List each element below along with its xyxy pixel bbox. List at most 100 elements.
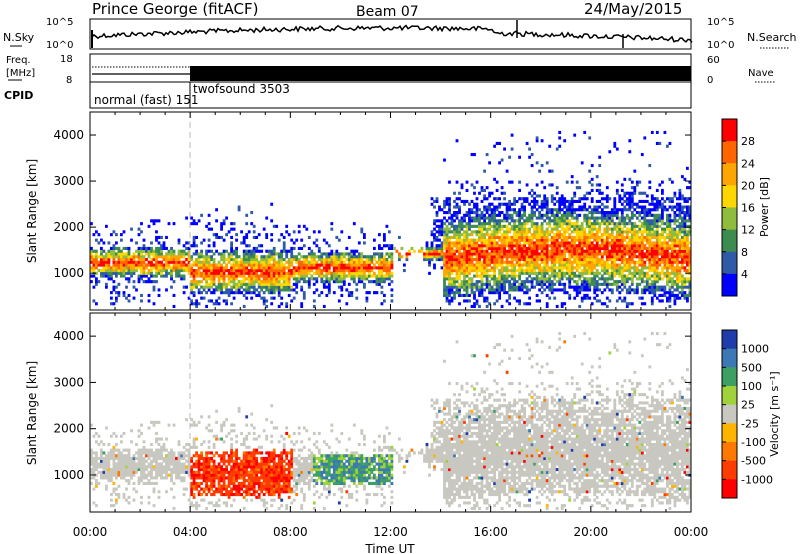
- power-cell: [490, 269, 494, 273]
- power-cell: [638, 191, 642, 195]
- power-cell: [515, 249, 519, 253]
- power-cell: [250, 282, 254, 286]
- power-cell: [112, 252, 116, 256]
- power-cell: [493, 216, 496, 220]
- power-cell: [500, 211, 504, 215]
- power-cell: [272, 280, 276, 284]
- power-cell: [668, 222, 672, 226]
- power-cell: [220, 271, 223, 275]
- power-cell: [235, 246, 238, 250]
- power-cell: [495, 197, 499, 201]
- power-cell: [450, 263, 454, 267]
- power-cell: [383, 293, 386, 297]
- power-cell: [518, 213, 521, 217]
- power-cell: [267, 282, 271, 286]
- power-cell: [110, 269, 113, 273]
- power-cell: [332, 260, 336, 264]
- power-cell: [518, 238, 521, 242]
- power-cell: [590, 197, 594, 201]
- power-cell: [498, 197, 501, 201]
- power-cell: [543, 260, 547, 264]
- power-cell: [388, 246, 391, 250]
- power-cell: [453, 235, 456, 239]
- power-cell: [398, 255, 401, 259]
- power-cell: [272, 288, 276, 292]
- power-cell: [633, 238, 637, 242]
- power-cell: [453, 211, 456, 215]
- velocity-cell: [105, 456, 108, 460]
- power-cell: [440, 255, 444, 259]
- power-cell: [212, 269, 216, 273]
- power-cell: [205, 249, 208, 253]
- power-cell: [483, 252, 486, 256]
- power-cell: [658, 249, 662, 253]
- power-cell: [655, 288, 659, 292]
- power-cell: [455, 263, 459, 267]
- power-cell: [240, 280, 243, 284]
- power-cell: [363, 274, 366, 278]
- power-cell: [610, 271, 614, 275]
- power-cell: [613, 222, 617, 226]
- power-cell: [385, 258, 389, 262]
- power-cell: [663, 205, 667, 209]
- power-cell: [515, 269, 519, 273]
- power-cell: [107, 241, 111, 245]
- power-cell: [175, 271, 178, 275]
- power-cell: [237, 285, 241, 289]
- power-cell: [540, 202, 544, 206]
- power-cell: [287, 266, 291, 270]
- power-cell: [187, 241, 191, 245]
- power-cell: [550, 244, 554, 248]
- power-cell: [688, 197, 692, 201]
- power-cell: [510, 260, 514, 264]
- power-cell: [97, 269, 101, 273]
- power-cell: [545, 285, 549, 289]
- power-cell: [220, 227, 223, 231]
- noise-trace: [91, 20, 693, 48]
- power-cell: [388, 255, 391, 259]
- power-cell: [275, 252, 279, 256]
- power-cell: [588, 280, 592, 284]
- power-cell: [242, 255, 246, 259]
- power-cell: [628, 271, 632, 275]
- power-cell: [550, 208, 554, 212]
- power-cell: [292, 255, 296, 259]
- power-cell: [543, 255, 547, 259]
- power-cell: [625, 230, 629, 234]
- power-cell: [373, 246, 376, 250]
- power-cell: [645, 230, 649, 234]
- power-cell: [428, 249, 431, 253]
- power-cell: [650, 244, 654, 248]
- power-cell: [605, 222, 609, 226]
- power-cell: [355, 296, 359, 300]
- power-cell: [435, 252, 439, 256]
- power-cell: [172, 252, 176, 256]
- power-cell: [242, 282, 246, 286]
- power-cell: [115, 263, 118, 267]
- power-cell: [635, 224, 639, 228]
- power-cell: [445, 238, 449, 242]
- power-cell: [453, 293, 456, 297]
- power-cell: [327, 260, 331, 264]
- power-cell: [590, 224, 594, 228]
- power-cell: [435, 199, 439, 203]
- power-cell: [515, 230, 519, 234]
- power-cell: [290, 274, 294, 278]
- power-cell: [686, 299, 689, 303]
- power-cell: [676, 277, 679, 281]
- power-cell: [222, 271, 226, 275]
- power-cell: [598, 188, 602, 192]
- power-cell: [618, 244, 622, 248]
- power-cell: [275, 288, 279, 292]
- power-cell: [340, 263, 344, 267]
- power-cell: [490, 216, 494, 220]
- power-cell: [633, 266, 637, 270]
- power-cell: [495, 252, 499, 256]
- power-cell: [555, 249, 559, 253]
- power-cell: [650, 291, 654, 295]
- power-cell: [295, 258, 299, 262]
- velocity-cell: [112, 445, 116, 449]
- power-cell: [307, 280, 311, 284]
- power-cell: [668, 197, 672, 201]
- power-cell: [297, 266, 301, 270]
